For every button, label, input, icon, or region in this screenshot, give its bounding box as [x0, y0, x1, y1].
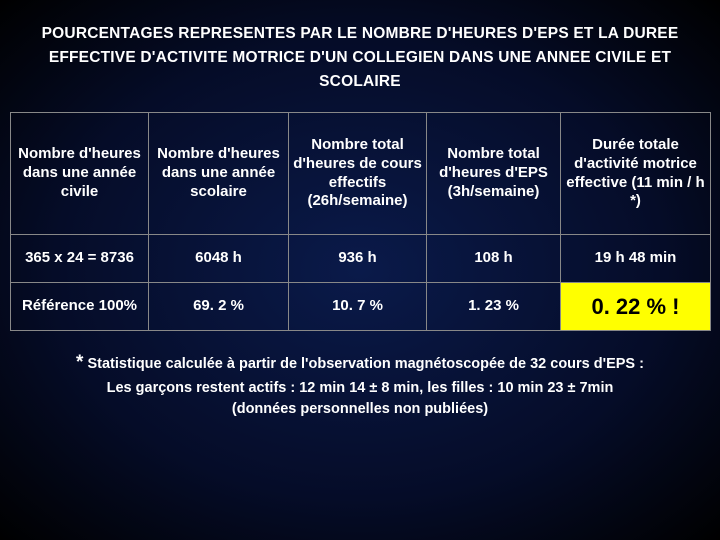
table-row: 365 x 24 = 8736 6048 h 936 h 108 h 19 h …: [11, 235, 711, 283]
footnote-line3: (données personnelles non publiées): [232, 401, 488, 417]
header-cell: Nombre d'heures dans une année scolaire: [149, 113, 289, 235]
header-cell: Nombre total d'heures d'EPS (3h/semaine): [427, 113, 561, 235]
header-cell: Durée totale d'activité motrice effectiv…: [561, 113, 711, 235]
footnote: * Statistique calculée à partir de l'obs…: [10, 331, 710, 421]
footnote-line2: Les garçons restent actifs : 12 min 14 ±…: [107, 380, 614, 396]
table-body: 365 x 24 = 8736 6048 h 936 h 108 h 19 h …: [11, 235, 711, 331]
cell: 365 x 24 = 8736: [11, 235, 149, 283]
header-cell: Nombre d'heures dans une année civile: [11, 113, 149, 235]
cell: 936 h: [289, 235, 427, 283]
cell: 6048 h: [149, 235, 289, 283]
highlight-cell: 0. 22 % !: [561, 283, 711, 331]
table-header: Nombre d'heures dans une année civile No…: [11, 113, 711, 235]
cell: 108 h: [427, 235, 561, 283]
table-row: Référence 100% 69. 2 % 10. 7 % 1. 23 % 0…: [11, 283, 711, 331]
slide-container: POURCENTAGES REPRESENTES PAR LE NOMBRE D…: [0, 0, 720, 431]
cell: 19 h 48 min: [561, 235, 711, 283]
footnote-line1: Statistique calculée à partir de l'obser…: [83, 356, 644, 372]
cell: 69. 2 %: [149, 283, 289, 331]
cell: 1. 23 %: [427, 283, 561, 331]
cell: 10. 7 %: [289, 283, 427, 331]
data-table: Nombre d'heures dans une année civile No…: [10, 112, 711, 331]
header-cell: Nombre total d'heures de cours effectifs…: [289, 113, 427, 235]
slide-title: POURCENTAGES REPRESENTES PAR LE NOMBRE D…: [10, 22, 710, 112]
cell: Référence 100%: [11, 283, 149, 331]
